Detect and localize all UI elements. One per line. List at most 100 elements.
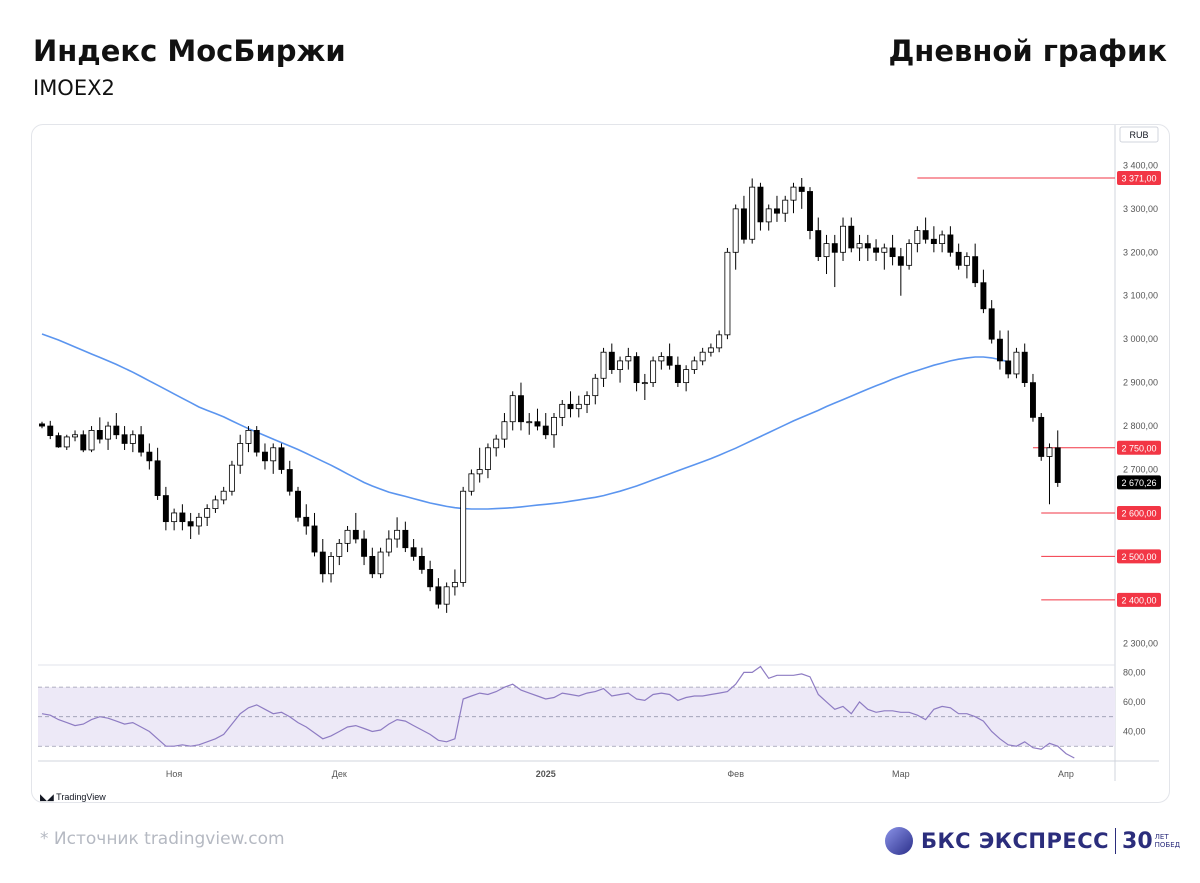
candle [1030, 373, 1036, 422]
candle-body [1021, 351, 1028, 384]
candle-body [162, 495, 169, 523]
candle-body [336, 542, 343, 557]
x-tick-label: Фев [727, 769, 744, 779]
candle [146, 443, 153, 470]
candle [666, 343, 673, 370]
candle-body [129, 434, 136, 444]
level-label: 2 400,00 [1121, 595, 1156, 605]
bcs-logo-icon [885, 827, 913, 855]
candle [641, 373, 648, 400]
y-tick-label: 3 000,00 [1123, 334, 1158, 344]
candle-body [501, 421, 508, 440]
candle [47, 420, 54, 440]
x-tick-label: Ноя [166, 769, 183, 779]
candle-body [765, 208, 772, 223]
candle [493, 434, 500, 457]
candle-body [179, 512, 186, 523]
candle-body [171, 512, 178, 523]
candle-body [699, 351, 706, 362]
timeframe-title: Дневной график [888, 34, 1167, 68]
logo-30: 30 [1122, 828, 1153, 854]
candle-body [674, 364, 681, 384]
x-tick-label: Апр [1058, 769, 1074, 779]
candle-body [468, 473, 475, 492]
source-note: * Источник tradingview.com [40, 829, 285, 849]
candle [228, 460, 235, 496]
candle [592, 373, 599, 405]
currency-label: RUB [1129, 130, 1148, 140]
candle-body [96, 430, 103, 440]
candle-body [567, 403, 574, 410]
candle-body [1038, 416, 1045, 457]
candle-body [592, 377, 599, 397]
candle-body [972, 256, 979, 284]
candle-body [39, 423, 45, 427]
candle-body [418, 555, 425, 570]
candle-body [493, 438, 500, 449]
candle-body [311, 525, 318, 553]
candle [939, 230, 946, 253]
candle [873, 239, 880, 261]
candle-body [187, 521, 194, 527]
candle [881, 243, 888, 270]
candle [699, 347, 706, 366]
candle [848, 217, 855, 253]
candle-body [509, 395, 516, 423]
candle-body [195, 516, 202, 527]
candle-body [939, 234, 946, 245]
candle [674, 356, 681, 387]
candle-body [790, 186, 797, 201]
candle [443, 582, 450, 613]
candle [303, 504, 310, 535]
x-tick-label: Мар [892, 769, 910, 779]
candle [460, 486, 467, 587]
level-label: 3 371,00 [1121, 174, 1156, 184]
candle-body [641, 382, 648, 385]
y-tick-label: 3 300,00 [1123, 204, 1158, 214]
candle [328, 552, 334, 583]
candle [864, 234, 871, 261]
candle [534, 408, 541, 431]
candle-body [435, 586, 442, 605]
y-tick-label: 3 200,00 [1123, 247, 1158, 257]
candle [468, 469, 475, 496]
level-tag [1117, 440, 1161, 455]
candle [526, 413, 533, 435]
candle-body [856, 243, 863, 249]
candle-body [625, 356, 632, 362]
candle [988, 300, 995, 344]
candle-body [369, 555, 376, 575]
candle-body [551, 416, 557, 436]
chart-svg[interactable]: RUB 2 300,00 2 400,00 2 500,00 2 600,00 2 700… [32, 125, 1169, 802]
candle [113, 413, 120, 440]
y-tick-label: 2 800,00 [1123, 421, 1158, 431]
candle [237, 434, 244, 474]
candle-body [840, 225, 846, 253]
candle-body [253, 430, 260, 453]
level-tag [1117, 505, 1161, 520]
candle-body [732, 208, 739, 253]
candle-body [955, 251, 962, 266]
bcs-logo: БКС ЭКСПРЕСС 30 ЛЕТ ПОБЕД [885, 824, 1180, 858]
candle [617, 356, 624, 383]
candle [1038, 413, 1045, 461]
level-label: 2 600,00 [1121, 508, 1156, 518]
candle [889, 234, 896, 266]
candle [658, 352, 665, 370]
candle [559, 400, 566, 427]
candle [914, 226, 921, 253]
candle [72, 430, 78, 442]
candle-body [1005, 360, 1012, 375]
candle-body [897, 256, 904, 266]
candle-body [542, 425, 549, 436]
candle-body [88, 430, 95, 451]
candle [121, 426, 128, 450]
level-label: 2 500,00 [1121, 552, 1156, 562]
candle-body [807, 191, 813, 231]
candle [278, 443, 285, 474]
candle-body [402, 529, 409, 549]
candle-body [121, 434, 128, 444]
candle-body [72, 434, 78, 438]
candle [336, 539, 343, 566]
candle-body [575, 403, 582, 410]
